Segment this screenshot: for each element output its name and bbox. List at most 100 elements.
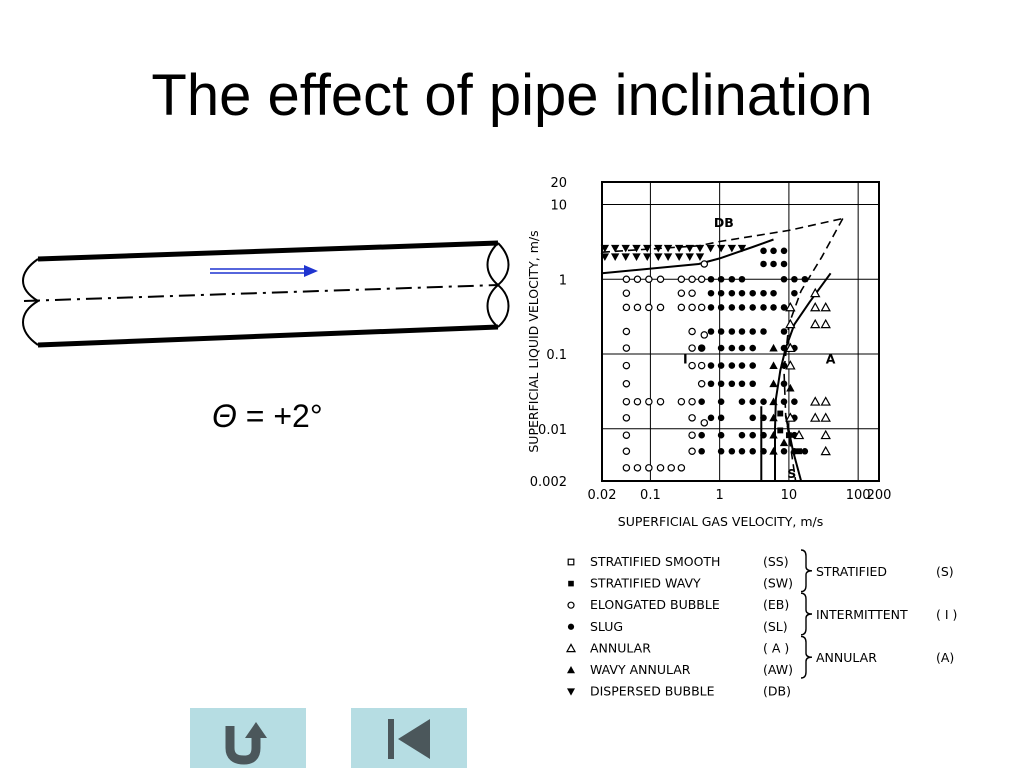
- data-point: [770, 304, 777, 311]
- data-point: [633, 464, 642, 472]
- data-point: [717, 328, 725, 335]
- data-point: [695, 244, 705, 253]
- legend-group-label: INTERMITTENT: [816, 607, 908, 622]
- data-point: [643, 244, 652, 253]
- data-point: [674, 244, 684, 253]
- data-point: [698, 344, 705, 352]
- data-point: [820, 429, 831, 440]
- x-tick-label: 0.1: [640, 488, 661, 503]
- inclination-angle: Θ = +2°: [212, 398, 323, 435]
- legend-code: (SL): [763, 619, 788, 634]
- data-point: [796, 448, 802, 455]
- flow-arrow: [210, 265, 318, 277]
- data-point: [645, 275, 653, 284]
- skip-to-first-icon: [388, 719, 430, 759]
- data-point: [820, 396, 831, 406]
- data-point: [749, 289, 756, 297]
- data-point: [677, 303, 686, 312]
- data-point: [610, 244, 620, 253]
- data-point: [769, 413, 778, 422]
- data-point: [791, 275, 798, 283]
- data-point: [749, 431, 756, 439]
- data-point: [785, 412, 796, 422]
- legend-marker: [567, 623, 575, 630]
- data-point: [760, 289, 767, 297]
- data-point: [707, 289, 715, 297]
- data-point: [738, 398, 746, 405]
- data-point: [688, 397, 696, 406]
- data-point: [777, 410, 784, 417]
- data-point: [643, 253, 652, 261]
- data-point: [645, 397, 653, 406]
- data-point: [785, 318, 796, 329]
- data-point: [674, 253, 684, 261]
- data-point: [780, 247, 788, 255]
- data-point: [780, 304, 788, 311]
- data-point: [728, 380, 736, 388]
- data-point: [685, 253, 694, 261]
- legend-group-label: ANNULAR: [816, 650, 877, 665]
- data-point: [769, 343, 778, 352]
- legend-brace: [800, 635, 813, 679]
- data-point: [738, 344, 746, 352]
- back-button[interactable]: [190, 708, 306, 768]
- data-point: [677, 289, 686, 297]
- x-tick-label: 10: [781, 488, 798, 503]
- pipe-left-break: [22, 258, 40, 346]
- first-slide-button[interactable]: [351, 708, 467, 768]
- data-point: [622, 414, 631, 422]
- transition-boundary: [783, 218, 844, 482]
- legend-brace: [800, 592, 813, 636]
- data-point: [695, 253, 705, 261]
- data-point: [791, 398, 798, 405]
- data-point: [801, 275, 809, 283]
- data-point: [770, 260, 777, 268]
- data-point: [785, 342, 796, 353]
- data-point: [749, 398, 756, 405]
- data-point: [716, 244, 726, 253]
- legend-label: SLUG: [590, 619, 623, 634]
- data-point: [688, 303, 696, 312]
- data-point: [779, 438, 789, 447]
- legend-marker: [567, 666, 575, 674]
- data-point: [688, 431, 696, 439]
- data-point: [780, 398, 788, 405]
- slide-title: The effect of pipe inclination: [151, 63, 873, 128]
- data-point: [622, 447, 631, 456]
- data-point: [749, 304, 756, 311]
- data-point: [728, 447, 736, 455]
- data-point: [810, 396, 821, 406]
- data-point: [622, 379, 631, 388]
- data-point: [785, 360, 796, 370]
- data-point: [717, 289, 725, 297]
- data-point: [780, 447, 788, 455]
- data-point: [707, 304, 715, 311]
- data-point: [791, 289, 798, 297]
- data-point: [728, 289, 736, 297]
- data-point: [728, 344, 736, 352]
- data-point: [793, 429, 805, 440]
- data-point: [810, 287, 821, 298]
- x-axis-label: SUPERFICIAL GAS VELOCITY, m/s: [618, 514, 823, 529]
- transition-boundary: [774, 272, 832, 481]
- region-label: I: [683, 351, 688, 366]
- data-point: [685, 244, 694, 253]
- data-point: [654, 253, 663, 261]
- data-point: [600, 244, 610, 253]
- data-point: [688, 344, 696, 352]
- data-point: [769, 397, 778, 406]
- data-point: [717, 304, 725, 311]
- data-point: [698, 447, 705, 455]
- legend-label: DISPERSED BUBBLE: [590, 684, 715, 699]
- data-point: [760, 398, 767, 405]
- legend-label: WAVY ANNULAR: [590, 662, 691, 677]
- data-point: [677, 464, 686, 472]
- data-point: [786, 383, 795, 392]
- data-point: [622, 431, 631, 439]
- data-point: [677, 397, 686, 406]
- data-point: [698, 431, 705, 439]
- x-tick-label: 1: [716, 488, 724, 503]
- pipe-right-break: [486, 242, 510, 328]
- legend-label: STRATIFIED SMOOTH: [590, 554, 720, 569]
- angle-value: = +2°: [236, 398, 323, 434]
